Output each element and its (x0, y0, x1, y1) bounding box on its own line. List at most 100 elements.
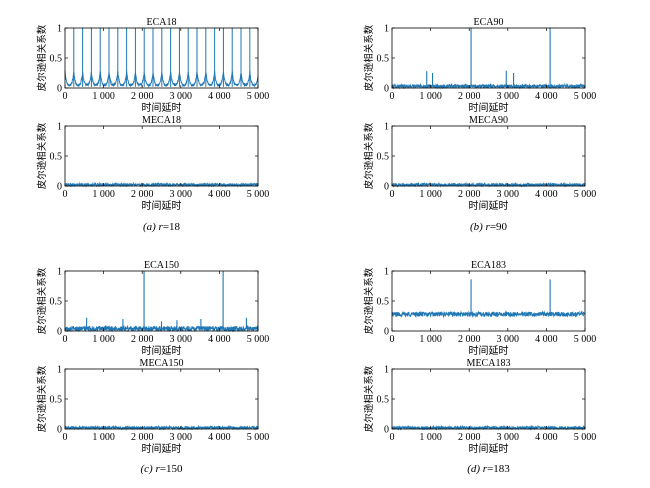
y-tick-label: 0.5 (50, 152, 63, 163)
x-tick-label: 4 000 (208, 334, 231, 345)
y-axis-label: 皮尔逊相关系数 (36, 122, 48, 189)
y-tick-label: 0 (57, 327, 62, 338)
y-tick-label: 0 (384, 84, 389, 95)
x-tick-label: 3 000 (170, 432, 193, 443)
axes-frame (391, 125, 586, 187)
y-tick-label: 1 (384, 122, 389, 133)
panel-caption: (b) r=90 (470, 221, 508, 233)
x-tick-label: 5 000 (247, 432, 270, 443)
panel-caption: (c) r=150 (141, 463, 183, 475)
chart-title: ECA90 (474, 17, 504, 28)
y-tick-label: 0.5 (377, 152, 390, 163)
x-tick-label: 0 (63, 334, 68, 345)
y-tick-label: 1 (384, 24, 389, 35)
x-tick-label: 1 000 (92, 91, 115, 102)
x-tick-label: 4 000 (535, 334, 558, 345)
y-tick-label: 0.5 (377, 54, 390, 65)
x-tick-label: 0 (390, 432, 395, 443)
chart-2-0: ECA150 0 1 000 2 000 3 000 4 000 5 000 0 0.5 1 时间延… (36, 260, 269, 357)
x-tick-label: 2 000 (458, 189, 481, 200)
x-tick-label: 5 000 (247, 189, 270, 200)
x-tick-label: 2 000 (131, 189, 154, 200)
x-tick-label: 3 000 (497, 91, 520, 102)
y-axis-label: 皮尔逊相关系数 (363, 24, 375, 91)
y-tick-label: 0 (384, 327, 389, 338)
y-tick-label: 0 (57, 425, 62, 436)
chart-title: ECA183 (471, 260, 506, 271)
y-tick-label: 0 (384, 182, 389, 193)
caption-value: =18 (163, 221, 181, 233)
y-tick-label: 0 (384, 425, 389, 436)
chart-3-1: MECA183 0 1 000 2 000 3 000 4 000 5 000 0 0.5 1 时间… (363, 358, 596, 455)
x-tick-label: 0 (390, 334, 395, 345)
axes-frame (391, 27, 586, 89)
x-tick-label: 2 000 (131, 91, 154, 102)
chart-title: ECA150 (144, 260, 179, 271)
chart-0-1: MECA18 0 1 000 2 000 3 000 4 000 5 000 0 0.5 1 时间延… (36, 115, 269, 212)
y-tick-label: 1 (384, 267, 389, 278)
y-tick-label: 0.5 (377, 297, 390, 308)
series-line (391, 424, 586, 431)
x-tick-label: 5 000 (574, 91, 597, 102)
y-tick-label: 1 (57, 122, 62, 133)
caption-letter: (c) (141, 463, 156, 475)
series-line (64, 181, 259, 188)
x-tick-label: 4 000 (535, 189, 558, 200)
series-line (391, 181, 586, 188)
x-tick-label: 0 (390, 189, 395, 200)
caption-var: r (155, 463, 160, 475)
y-axis-label: 皮尔逊相关系数 (363, 365, 375, 432)
y-tick-label: 1 (57, 365, 62, 376)
series-line (391, 82, 586, 90)
y-axis-label: 皮尔逊相关系数 (36, 267, 48, 334)
y-tick-label: 0 (57, 182, 62, 193)
x-tick-label: 2 000 (458, 91, 481, 102)
x-tick-label: 1 000 (419, 334, 442, 345)
x-tick-label: 2 000 (458, 432, 481, 443)
axes-frame (64, 125, 259, 187)
axes-frame (64, 368, 259, 430)
x-tick-label: 4 000 (208, 91, 231, 102)
x-tick-label: 0 (63, 189, 68, 200)
x-tick-label: 1 000 (92, 189, 115, 200)
chart-2-1: MECA150 0 1 000 2 000 3 000 4 000 5 000 0 0.5 1 时间… (36, 358, 269, 455)
x-axis-label: 时间延时 (142, 344, 182, 357)
caption-value: =150 (160, 463, 183, 475)
x-tick-label: 0 (63, 432, 68, 443)
x-tick-label: 1 000 (419, 91, 442, 102)
x-tick-label: 5 000 (247, 334, 270, 345)
caption-value: =90 (490, 221, 508, 233)
x-axis-label: 时间延时 (469, 199, 509, 212)
y-axis-label: 皮尔逊相关系数 (363, 267, 375, 334)
x-tick-label: 5 000 (247, 91, 270, 102)
chart-title: MECA90 (469, 115, 508, 126)
x-tick-label: 0 (390, 91, 395, 102)
caption-letter: (d) (467, 463, 483, 475)
y-tick-label: 1 (57, 267, 62, 278)
x-tick-label: 5 000 (574, 432, 597, 443)
x-tick-label: 1 000 (92, 432, 115, 443)
axes-frame (391, 368, 586, 430)
y-tick-label: 0.5 (50, 297, 63, 308)
y-axis-label: 皮尔逊相关系数 (363, 122, 375, 189)
x-tick-label: 3 000 (497, 432, 520, 443)
x-tick-label: 2 000 (131, 334, 154, 345)
caption-letter: (b) (470, 221, 486, 233)
caption-letter: (a) (143, 221, 159, 233)
x-axis-label: 时间延时 (142, 199, 182, 212)
chart-0-0: ECA18 0 1 000 2 000 3 000 4 000 5 000 0 0.5 1 时间延时… (36, 17, 269, 114)
x-tick-label: 3 000 (497, 189, 520, 200)
y-tick-label: 0 (57, 84, 62, 95)
y-tick-label: 1 (384, 365, 389, 376)
y-axis-label: 皮尔逊相关系数 (36, 24, 48, 91)
series-line (391, 310, 586, 319)
caption-var: r (483, 463, 488, 475)
x-axis-label: 时间延时 (469, 344, 509, 357)
x-axis-label: 时间延时 (469, 101, 509, 114)
x-tick-label: 5 000 (574, 334, 597, 345)
y-tick-label: 0.5 (377, 395, 390, 406)
x-tick-label: 1 000 (419, 189, 442, 200)
x-tick-label: 1 000 (419, 432, 442, 443)
